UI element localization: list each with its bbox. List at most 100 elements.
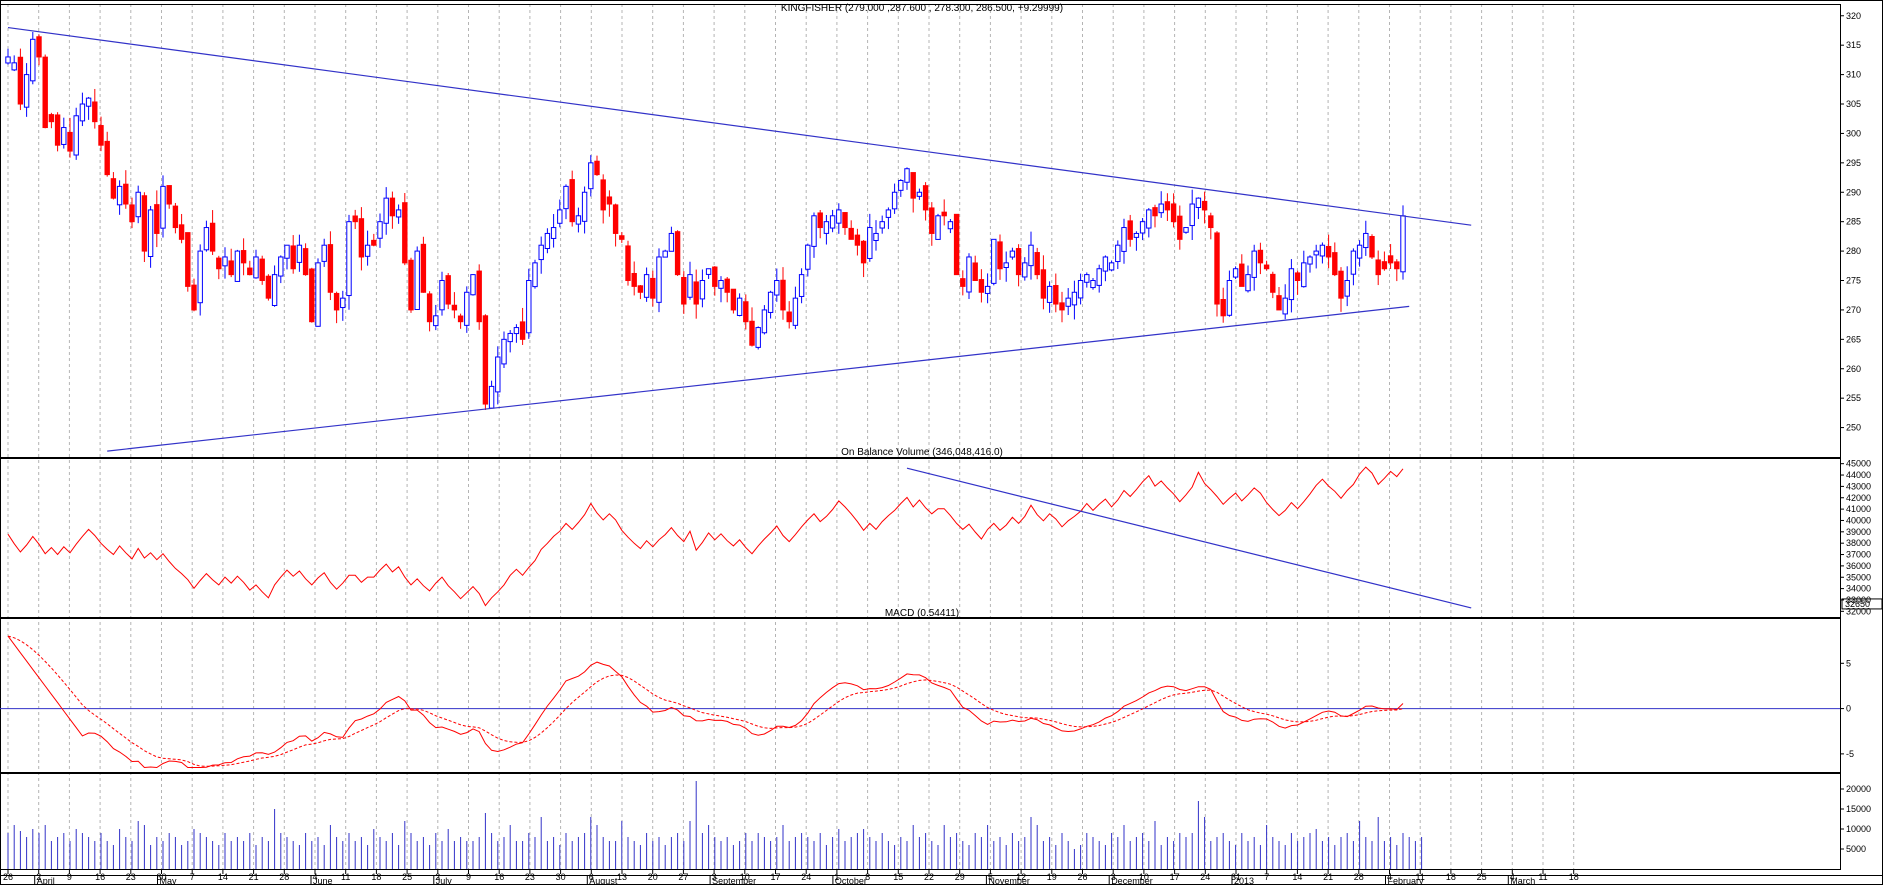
candle-body [395, 209, 402, 218]
candle-body [228, 260, 234, 276]
x-tick-label: 30 [556, 872, 566, 882]
x-tick-label: 14 [218, 872, 228, 882]
candle-body [302, 248, 309, 276]
candle-body [1270, 273, 1276, 293]
candle-body [904, 168, 910, 183]
month-label: May [160, 876, 178, 885]
candle-body [929, 207, 935, 234]
price-axis-labels: 250 255 260 265 270 275 280 285 290 295 300 305 310 3… [1840, 11, 1871, 854]
candle-body [761, 309, 768, 334]
candle-body [352, 215, 358, 223]
obv-pane: 32650 [7, 466, 1883, 610]
candle-body [743, 301, 749, 323]
x-tick-label: 24 [801, 872, 811, 882]
month-label: July [436, 876, 453, 885]
candle-body [916, 191, 923, 197]
candle-body [867, 227, 873, 259]
candle-body [1319, 244, 1326, 257]
candle-body [1102, 256, 1109, 272]
candle-body [383, 197, 389, 224]
candle-body [73, 115, 79, 156]
candle-body [321, 244, 327, 262]
candle-body [92, 101, 98, 123]
x-tick-label: 15 [893, 872, 903, 882]
candle-body [222, 256, 228, 267]
candle-body [910, 172, 916, 199]
x-tick-label: 17 [770, 872, 780, 882]
candle-body [786, 311, 792, 323]
y-tick-label: 315 [1846, 40, 1861, 50]
candle-body [172, 205, 179, 229]
candle-body [780, 279, 786, 311]
x-tick-label: 9 [466, 872, 471, 882]
candle-body [972, 262, 978, 282]
candle-body [612, 204, 619, 234]
x-tick-label: 26 [3, 872, 13, 882]
candle-body [420, 243, 427, 293]
candle-body [1040, 269, 1047, 299]
y-tick-label: 320 [1846, 11, 1861, 21]
candle-body [61, 127, 67, 145]
candle-body [110, 178, 117, 199]
candle-body [848, 227, 854, 240]
candle-body [631, 272, 637, 287]
x-tick-label: 3 [1111, 872, 1116, 882]
candle-body [476, 270, 482, 323]
y-tick-label: 255 [1846, 393, 1861, 403]
candle-body [1146, 209, 1152, 229]
candle-body [1077, 280, 1084, 299]
y-tick-label: 37000 [1846, 550, 1871, 560]
candle-body [662, 250, 668, 258]
y-tick-label: 290 [1846, 187, 1861, 197]
candle-body [730, 288, 737, 311]
y-tick-label: 15000 [1846, 804, 1871, 814]
y-tick-label: 43000 [1846, 481, 1871, 491]
candle-body [1257, 249, 1264, 264]
x-tick-label: 3 [712, 872, 717, 882]
candle-body [284, 244, 290, 259]
x-tick-label: 21 [1323, 872, 1333, 882]
candle-body [767, 291, 774, 313]
candle-body [922, 185, 929, 211]
candle-body [17, 56, 24, 105]
month-label: November [988, 876, 1030, 885]
candle-body [197, 250, 203, 304]
candle-body [259, 258, 265, 282]
x-tick-label: 1 [834, 872, 839, 882]
candle-body [1059, 302, 1065, 311]
candle-body [234, 250, 241, 282]
candle-body [290, 245, 296, 270]
candle-body [1276, 295, 1282, 311]
candle-body [699, 280, 706, 300]
obv-value-label: 32650 [1845, 599, 1870, 609]
x-tick-label: 28 [279, 872, 289, 882]
x-tick-label: 27 [678, 872, 688, 882]
candle-body [1108, 262, 1115, 271]
candle-body [829, 215, 836, 229]
candle-body [1332, 252, 1338, 276]
x-tick-label: 23 [126, 872, 136, 882]
candle-body [879, 221, 885, 229]
y-tick-label: 39000 [1846, 527, 1871, 537]
candle-body [854, 234, 861, 246]
candle-body [581, 191, 588, 222]
candle-body [749, 320, 755, 346]
candle-body [966, 256, 972, 293]
month-label: 2013 [1234, 876, 1254, 885]
candle-body [637, 285, 644, 293]
candle-body [203, 227, 210, 251]
y-tick-label: 33000 [1846, 595, 1871, 605]
x-tick-label: 14 [1292, 872, 1302, 882]
candle-body [1338, 270, 1344, 299]
candle-body [1381, 261, 1388, 270]
candle-body [1127, 220, 1133, 240]
candle-body [674, 231, 681, 276]
candle-body [1387, 255, 1394, 264]
candle-body [488, 385, 495, 409]
candle-body [402, 202, 408, 264]
x-tick-label: 17 [1170, 872, 1180, 882]
candle-body [550, 227, 557, 239]
month-label: August [589, 876, 618, 885]
x-tick-label: 20 [648, 872, 658, 882]
upper-trendline [7, 26, 1472, 226]
